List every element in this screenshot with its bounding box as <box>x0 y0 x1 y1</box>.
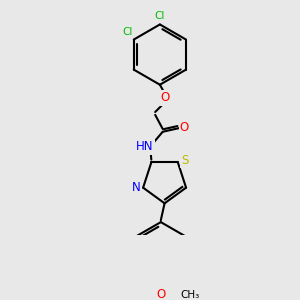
Text: Cl: Cl <box>122 27 132 37</box>
Text: CH₃: CH₃ <box>181 290 200 300</box>
Text: HN: HN <box>136 140 154 153</box>
Text: O: O <box>180 121 189 134</box>
Text: O: O <box>156 288 165 300</box>
Text: N: N <box>132 181 141 194</box>
Text: Cl: Cl <box>155 11 165 21</box>
Text: O: O <box>160 92 169 104</box>
Text: S: S <box>181 154 188 167</box>
